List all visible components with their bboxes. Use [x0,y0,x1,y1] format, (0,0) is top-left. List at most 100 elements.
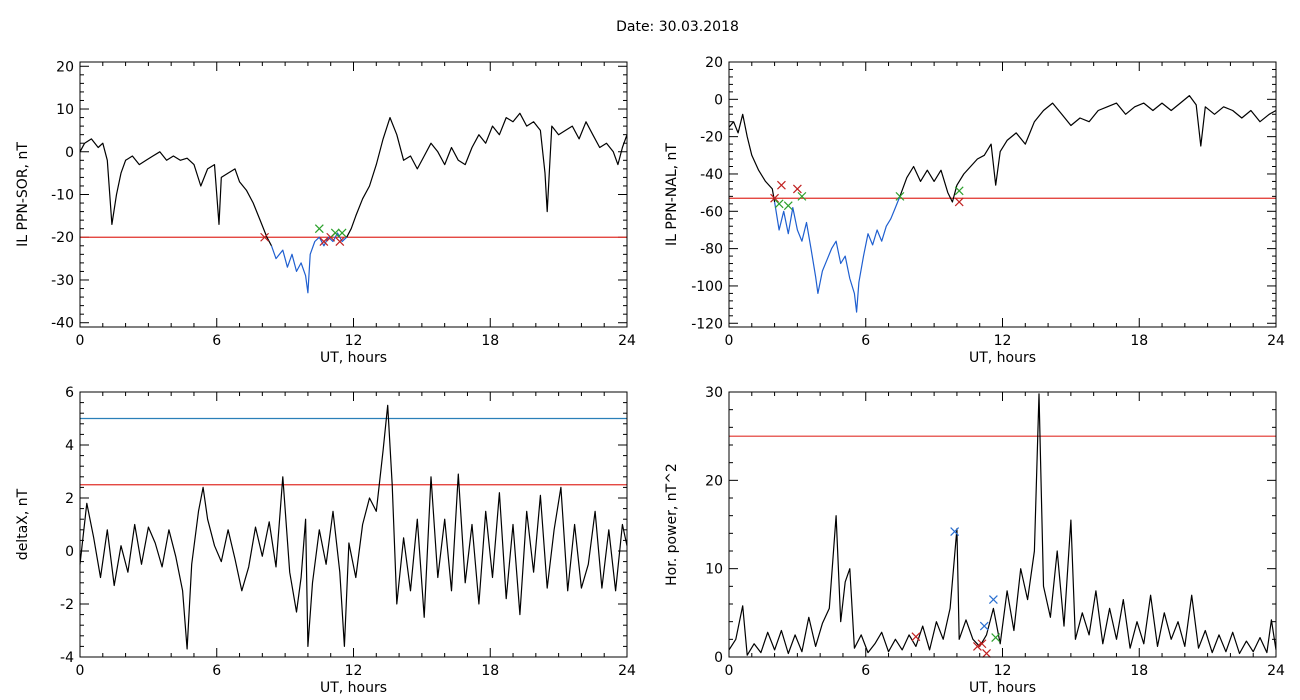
marker-stroke [979,621,989,631]
marker-stroke [991,633,1001,642]
y-tick-label: 20 [56,59,74,75]
series-line [346,112,628,238]
y-tick-label: 10 [705,562,723,578]
y-axis-label: deltaX, nT [15,488,31,560]
y-tick-label: -4 [60,650,74,666]
event-marker [979,621,989,631]
x-axis-label: UT, hours [320,350,387,366]
x-axis-label: UT, hours [320,680,387,696]
chart-panel-p1: 0 6 12 18 24 -40 -30 -20 -10 0 10 20 UT, hours IL PPN… [15,59,636,366]
y-tick-label: -10 [51,188,74,204]
marker-stroke [895,191,905,201]
event-marker [991,633,1001,642]
plot-frame [79,61,628,328]
y-tick-label: 20 [705,55,723,71]
chart-panel-p4: 0 6 12 18 24 0 10 20 30 UT, hours Hor. power, nT^2 [664,385,1285,696]
x-tick-label: 12 [994,663,1012,679]
event-marker [797,191,807,201]
event-marker [774,199,784,209]
y-tick-label: -2 [60,597,74,613]
marker-stroke [911,632,921,642]
marker-stroke [797,191,807,201]
x-tick-label: 12 [345,333,363,349]
y-tick-label: -20 [700,130,723,146]
x-axis-label: UT, hours [969,350,1036,366]
marker-stroke [337,228,347,238]
x-tick-label: 24 [1267,333,1285,349]
y-tick-label: -40 [51,316,74,332]
marker-stroke [314,224,324,234]
marker-stroke [792,184,802,194]
series-line [270,232,348,294]
event-marker [895,191,905,201]
event-marker [783,201,793,211]
y-axis-label: IL PPN-SOR, nT [15,142,31,247]
plot-frame [728,61,1277,328]
x-tick-label: 6 [861,333,870,349]
series-line [728,393,1277,656]
x-tick-label: 12 [345,663,363,679]
series-line [79,138,273,247]
y-tick-label: 6 [65,385,74,401]
y-tick-label: -30 [51,273,74,289]
event-marker [973,641,982,651]
y-tick-label: -20 [51,230,74,246]
chart-panel-p2: 0 6 12 18 24 -120 -100 -80 -60 -40 -20 0 20 UT, hours… [664,55,1285,366]
series-line [774,196,901,313]
marker-stroke [954,197,964,207]
x-tick-label: 6 [861,663,870,679]
y-tick-label: 0 [65,544,74,560]
event-marker [330,228,340,238]
marker-stroke [774,199,784,209]
y-tick-label: 4 [65,438,74,454]
marker-stroke [330,228,340,238]
event-marker [911,632,921,642]
marker-stroke [319,237,329,246]
figure-title: Date: 30.03.2018 [616,19,739,35]
y-tick-label: -40 [700,167,723,183]
x-tick-label: 24 [618,333,636,349]
event-marker [954,197,964,207]
event-marker [982,649,991,658]
event-marker [950,527,960,536]
marker-stroke [977,639,987,649]
x-tick-label: 18 [1130,663,1148,679]
event-marker [260,232,270,242]
y-tick-label: -80 [700,242,723,258]
y-tick-label: 20 [705,473,723,489]
y-tick-label: 0 [714,650,723,666]
x-tick-label: 0 [725,663,734,679]
marker-stroke [982,649,991,658]
x-tick-label: 0 [76,663,85,679]
event-marker [988,595,998,605]
marker-stroke [260,232,270,242]
marker-stroke [783,201,793,211]
y-tick-label: 0 [714,92,723,108]
marker-stroke [973,641,982,651]
marker-stroke [988,595,998,605]
event-marker [337,228,347,238]
x-tick-label: 0 [76,333,85,349]
y-tick-label: 2 [65,491,74,507]
series-line [899,94,1277,203]
y-tick-label: -100 [691,279,723,295]
event-marker [319,237,329,246]
x-tick-label: 18 [481,663,499,679]
x-tick-label: 6 [212,333,221,349]
x-tick-label: 6 [212,663,221,679]
marker-stroke [776,180,786,190]
event-marker [954,186,964,196]
marker-stroke [770,193,780,203]
event-marker [792,184,802,194]
x-tick-label: 0 [725,333,734,349]
plot-frame [79,391,628,658]
x-tick-label: 18 [1130,333,1148,349]
y-tick-label: 10 [56,102,74,118]
plot-frame [728,391,1277,658]
event-marker [314,224,324,234]
event-marker [776,180,786,190]
y-axis-label: IL PPN-NAL, nT [664,143,680,246]
